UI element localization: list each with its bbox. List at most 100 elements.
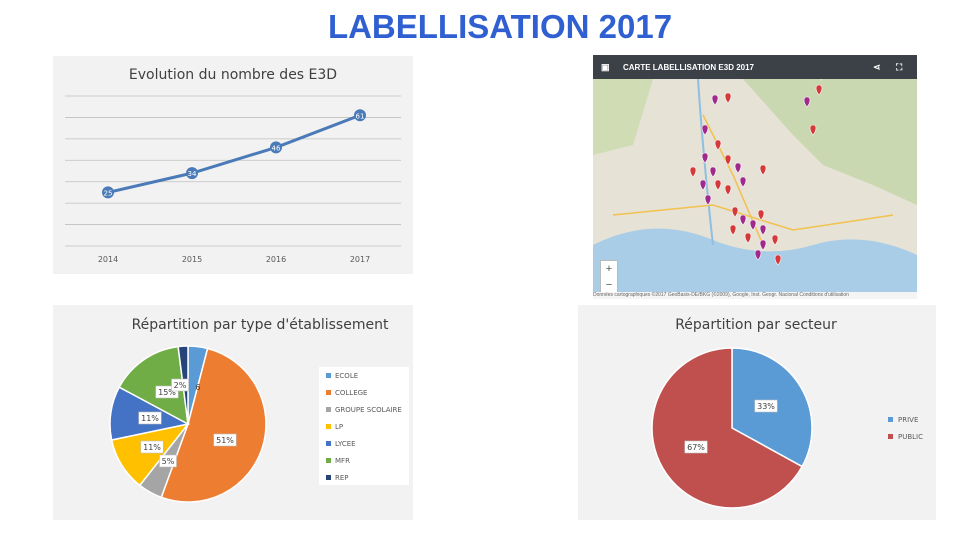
map-pin [724, 154, 732, 166]
type-slice-label-box [159, 454, 177, 468]
type-slice-label-box [213, 433, 237, 447]
line-chart-panel: Evolution du nombre des E3D 25 34 46 61 2014 2… [53, 56, 413, 274]
map-pin [701, 124, 709, 136]
map-park-area [743, 79, 917, 205]
sector-chart-panel: Répartition par secteur 33% 67% PRIVE PUBLIC [578, 305, 936, 520]
type-legend-label: COLLEGE [335, 389, 367, 397]
sector-slice-label: 67% [687, 443, 705, 452]
type-legend-bg [319, 367, 409, 485]
type-chart-title: Répartition par type d'établissement [132, 317, 389, 333]
map-pin [803, 96, 811, 108]
type-legend-label: LYCEE [335, 440, 356, 448]
share-icon[interactable]: ⋖ [873, 62, 881, 72]
map-panel[interactable]: ▣ CARTE LABELLISATION E3D 2017 ⋖ ⛶ + − D… [593, 55, 917, 299]
map-pin [759, 164, 767, 176]
sector-legend-label: PRIVE [898, 416, 918, 424]
type-legend-swatch [326, 441, 331, 446]
sector-slice-label-box [684, 440, 708, 454]
map-pin [744, 232, 752, 244]
map-pin [739, 176, 747, 188]
map-sea [593, 228, 917, 299]
type-legend-swatch [326, 390, 331, 395]
sector-pie-chart: Répartition par secteur 33% 67% PRIVE PUBLIC [651, 317, 923, 509]
type-slice [118, 345, 189, 426]
series-line [107, 113, 361, 194]
map-pin [731, 206, 739, 218]
type-legend-label: ECOLE [335, 372, 358, 380]
type-slice-label: 11% [143, 443, 161, 452]
map-pin [739, 214, 747, 226]
type-slice-label-box [138, 411, 162, 425]
x-tick-label: 2017 [350, 255, 370, 264]
map-pin [689, 166, 697, 178]
map-pin [724, 184, 732, 196]
type-legend-swatch [326, 458, 331, 463]
type-legend-label: REP [335, 474, 349, 482]
x-tick-label: 2015 [182, 255, 202, 264]
map-menu-icon[interactable]: ▣ [601, 62, 610, 72]
type-slice-label: 51% [216, 436, 234, 445]
map-pin [734, 162, 742, 174]
map-pin [724, 92, 732, 104]
x-tick-label: 2014 [98, 255, 118, 264]
data-point [186, 167, 198, 180]
line-chart: Evolution du nombre des E3D 25 34 46 61 2014 2… [65, 67, 401, 264]
zoom-out-button[interactable]: − [605, 279, 613, 291]
type-pie-chart: Répartition par type d'établissement 51% 5… [109, 317, 409, 503]
sector-legend-swatch [888, 417, 893, 422]
sector-slice-label-box [754, 399, 778, 413]
data-label: 34 [188, 170, 197, 178]
type-extra-label: 6 [195, 383, 200, 392]
type-legend-label: LP [335, 423, 343, 431]
type-legend-swatch [326, 407, 331, 412]
map-header-title: CARTE LABELLISATION E3D 2017 [623, 63, 754, 72]
type-slice-label-box [171, 378, 189, 392]
data-label: 46 [272, 144, 281, 152]
data-point [354, 109, 366, 122]
data-point [270, 141, 282, 154]
data-label: 61 [356, 112, 365, 120]
map-pin [701, 152, 709, 164]
x-tick-label: 2016 [266, 255, 286, 264]
map-road [612, 204, 894, 231]
map-pin [709, 166, 717, 178]
page-title: LABELLISATION 2017 [327, 8, 673, 45]
type-legend-swatch [326, 373, 331, 378]
map-pin [754, 249, 762, 261]
type-legend-label: GROUPE SCOLAIRE [335, 406, 402, 414]
map-pin [714, 139, 722, 151]
map-canvas[interactable] [593, 55, 917, 299]
type-legend-swatch [326, 424, 331, 429]
sector-slice [651, 347, 804, 509]
type-slice-label: 2% [174, 381, 187, 390]
map-header: ▣ CARTE LABELLISATION E3D 2017 ⋖ ⛶ [593, 55, 917, 79]
map-pin [704, 194, 712, 206]
sector-chart-title: Répartition par secteur [675, 317, 837, 333]
type-legend-swatch [326, 475, 331, 480]
sector-legend-label: PUBLIC [898, 433, 923, 441]
map-pin [699, 179, 707, 191]
zoom-control: + − [600, 260, 618, 294]
type-chart-panel: Répartition par type d'établissement 51% 5… [53, 305, 413, 520]
map-park-area [593, 79, 653, 155]
map-pin [774, 254, 782, 266]
type-slice-label: 15% [158, 388, 176, 397]
sector-legend-swatch [888, 434, 893, 439]
type-slice-label: 11% [141, 414, 159, 423]
map-pin [815, 84, 823, 96]
map-footer: Données cartographiques ©2017 GeoBasis-D… [593, 292, 917, 299]
type-legend-label: MFR [335, 457, 350, 465]
map-pin [714, 179, 722, 191]
type-slice-label-box [140, 440, 164, 454]
map-pin [749, 219, 757, 231]
map-pin [711, 94, 719, 106]
map-pin [809, 124, 817, 136]
sector-slice-label: 33% [757, 402, 775, 411]
zoom-in-button[interactable]: + [605, 263, 613, 275]
map-pin [771, 234, 779, 246]
line-chart-title: Evolution du nombre des E3D [129, 67, 337, 83]
type-slice [160, 347, 267, 503]
map-pin [759, 239, 767, 251]
data-label: 25 [104, 189, 113, 197]
fullscreen-icon[interactable]: ⛶ [896, 62, 903, 72]
